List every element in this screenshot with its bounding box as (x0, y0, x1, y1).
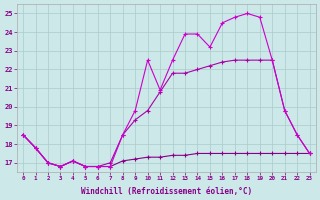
X-axis label: Windchill (Refroidissement éolien,°C): Windchill (Refroidissement éolien,°C) (81, 187, 252, 196)
